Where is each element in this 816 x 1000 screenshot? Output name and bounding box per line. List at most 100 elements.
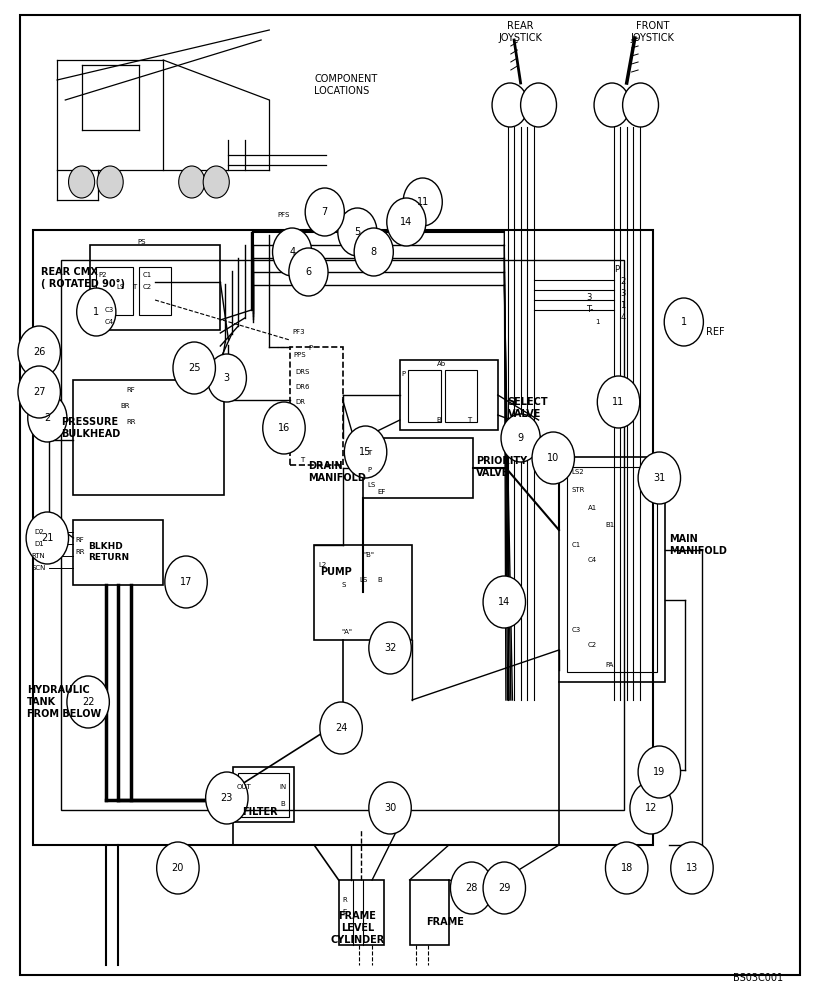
Text: 14: 14: [498, 597, 511, 607]
Bar: [73, 520, 163, 585]
Bar: [238, 773, 289, 817]
Bar: [567, 467, 657, 672]
Circle shape: [263, 402, 305, 454]
Text: 10: 10: [547, 453, 560, 463]
Circle shape: [344, 426, 387, 478]
Circle shape: [97, 166, 123, 198]
Text: P: P: [401, 371, 406, 377]
Bar: [339, 880, 384, 945]
Text: T-: T-: [586, 306, 593, 314]
Text: RTN: RTN: [31, 553, 45, 559]
Text: 1: 1: [93, 307, 100, 317]
Text: HYDRAULIC
TANK
FROM BELOW: HYDRAULIC TANK FROM BELOW: [27, 685, 101, 719]
Circle shape: [273, 228, 312, 276]
Text: 2: 2: [620, 277, 625, 286]
Circle shape: [18, 326, 60, 378]
Bar: [314, 545, 412, 640]
Text: 13: 13: [685, 863, 698, 873]
Text: LS: LS: [359, 577, 367, 583]
Circle shape: [492, 83, 528, 127]
Text: A1: A1: [588, 505, 596, 511]
Text: DRS: DRS: [295, 369, 310, 375]
Text: L2: L2: [318, 562, 326, 568]
Text: 5: 5: [354, 227, 361, 237]
Text: BLKHD
RETURN: BLKHD RETURN: [88, 542, 129, 562]
Text: IN: IN: [279, 784, 286, 790]
Text: 1: 1: [620, 302, 625, 310]
Circle shape: [369, 622, 411, 674]
Text: 8: 8: [370, 247, 377, 257]
Circle shape: [26, 512, 69, 564]
Bar: [410, 880, 449, 945]
Bar: [400, 360, 498, 430]
Bar: [559, 457, 665, 682]
Text: Ab: Ab: [437, 361, 446, 367]
Text: 29: 29: [498, 883, 511, 893]
Circle shape: [532, 432, 574, 484]
Text: P: P: [367, 467, 371, 473]
Text: 28: 28: [465, 883, 478, 893]
Text: 12: 12: [645, 803, 658, 813]
Text: 25: 25: [188, 363, 201, 373]
Circle shape: [289, 248, 328, 296]
Text: REF: REF: [706, 327, 725, 337]
Bar: [233, 767, 294, 822]
Text: 19: 19: [653, 767, 666, 777]
Text: "A": "A": [341, 629, 352, 635]
Text: PUMP: PUMP: [320, 567, 352, 577]
Text: LS2: LS2: [571, 469, 583, 475]
Circle shape: [501, 414, 540, 462]
Text: RF: RF: [75, 537, 84, 543]
Circle shape: [638, 452, 681, 504]
Bar: [61, 260, 624, 810]
Text: T: T: [132, 284, 136, 290]
Circle shape: [207, 354, 246, 402]
Text: REAR
JOYSTICK: REAR JOYSTICK: [499, 21, 543, 43]
Text: SCN: SCN: [31, 565, 46, 571]
Text: PRESSURE
BULKHEAD: PRESSURE BULKHEAD: [61, 417, 121, 439]
Text: OUT: OUT: [237, 784, 251, 790]
Text: LS: LS: [367, 482, 375, 488]
Circle shape: [305, 188, 344, 236]
Text: 4: 4: [620, 314, 625, 322]
Text: 2: 2: [44, 413, 51, 423]
Text: B1: B1: [605, 522, 614, 528]
Text: PRIORITY
VALVE: PRIORITY VALVE: [476, 456, 527, 478]
Circle shape: [483, 576, 526, 628]
Text: S: S: [341, 582, 345, 588]
Text: MAIN
MANIFOLD: MAIN MANIFOLD: [669, 534, 727, 556]
Text: DR: DR: [295, 399, 305, 405]
Text: 6: 6: [305, 267, 312, 277]
Circle shape: [338, 208, 377, 256]
Text: P2: P2: [98, 272, 106, 278]
Circle shape: [320, 702, 362, 754]
Text: D1: D1: [34, 541, 44, 547]
Text: PS: PS: [137, 239, 145, 245]
Text: FRAME: FRAME: [426, 917, 463, 927]
Text: C3: C3: [104, 307, 113, 313]
Bar: [33, 230, 653, 845]
Bar: [73, 380, 224, 495]
Circle shape: [28, 394, 67, 442]
Text: FRAME
LEVEL
CYLINDER: FRAME LEVEL CYLINDER: [330, 911, 384, 945]
Text: 15: 15: [359, 447, 372, 457]
Text: BS03C001: BS03C001: [734, 973, 783, 983]
Text: EF: EF: [378, 489, 386, 495]
Text: C2: C2: [143, 284, 152, 290]
Text: DRAIN
MANIFOLD: DRAIN MANIFOLD: [308, 461, 366, 483]
Text: 20: 20: [171, 863, 184, 873]
Text: SELECT
VALVE: SELECT VALVE: [508, 397, 548, 419]
Text: 24: 24: [335, 723, 348, 733]
Text: P: P: [614, 265, 619, 274]
Circle shape: [664, 298, 703, 346]
Text: C2: C2: [588, 642, 596, 648]
Bar: [139, 267, 171, 315]
Text: 14: 14: [400, 217, 413, 227]
Circle shape: [521, 83, 557, 127]
Circle shape: [450, 862, 493, 914]
Text: P: P: [308, 345, 313, 351]
Text: E: E: [343, 909, 347, 915]
Text: T: T: [300, 457, 304, 463]
Text: FILTER: FILTER: [242, 807, 277, 817]
Bar: [290, 347, 343, 465]
